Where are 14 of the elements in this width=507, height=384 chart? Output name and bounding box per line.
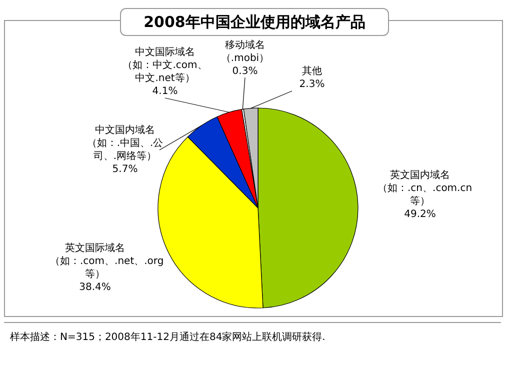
data-label: 2.3% [298, 78, 326, 91]
chart-title: 2008年中国企业使用的域名产品 [120, 8, 389, 36]
slice-label: 移动域名（.mobi） [220, 38, 270, 64]
data-label: 38.4% [78, 281, 112, 294]
data-label: 0.3% [231, 64, 259, 78]
data-label: 4.1% [151, 85, 179, 98]
slice-label: 英文国内域名（如：.cn、.com.cn等） [378, 169, 472, 208]
slice-label: 中文国内域名（如：.中国、.公司、.网络等） [86, 124, 164, 163]
text: 样本描述：N=315；2008年11-12月通过在84家网站上联机调研获得. [10, 330, 326, 344]
slice-label: 其他 [301, 65, 323, 78]
slice-label: 中文国际域名（如：中文.com、中文.net等） [122, 46, 208, 85]
data-label: 5.7% [111, 163, 139, 176]
data-label: 49.2% [403, 208, 437, 221]
slice-label: 英文国际域名（如：.com、.net、.org等） [50, 242, 164, 281]
